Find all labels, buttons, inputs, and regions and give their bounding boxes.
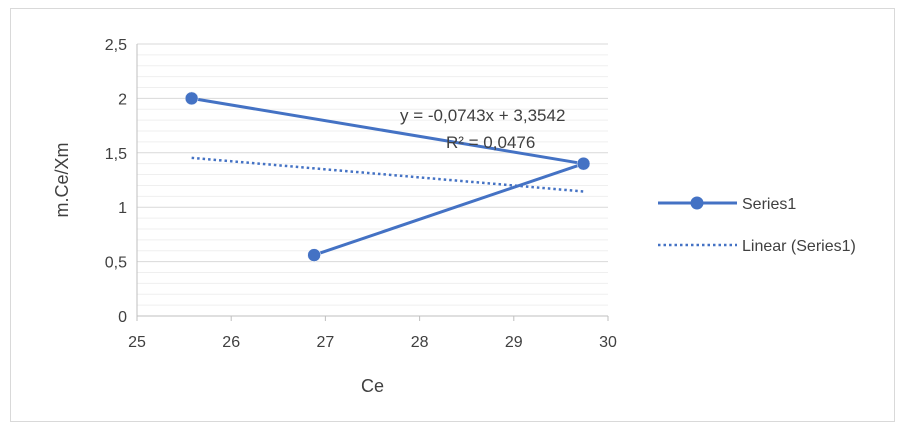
y-axis-title: m.Ce/Xm xyxy=(52,142,72,217)
x-tick-label: 27 xyxy=(317,334,335,351)
series-layer xyxy=(184,91,591,262)
y-tick-label: 1,5 xyxy=(105,146,127,163)
y-tick-label: 2 xyxy=(118,91,127,108)
x-tick-label: 25 xyxy=(128,334,146,351)
trendline-equation: y = -0,0743x + 3,3542 xyxy=(400,106,565,125)
series1-point xyxy=(576,156,591,171)
series1-point xyxy=(184,91,199,106)
legend-series1-label: Series1 xyxy=(742,196,796,213)
trendline-r-squared: R² = 0,0476 xyxy=(446,133,535,152)
legend: Series1 Linear (Series1) xyxy=(658,196,856,255)
y-tick-label: 2,5 xyxy=(105,37,127,54)
series1-point xyxy=(307,248,321,262)
x-tick-label: 26 xyxy=(222,334,240,351)
x-axis-title: Ce xyxy=(361,376,384,396)
y-tick-label: 0,5 xyxy=(105,255,127,272)
y-tick-label: 0 xyxy=(118,309,127,326)
axes: 0 0,5 1 1,5 2 2,5 25 26 27 28 29 30 xyxy=(105,37,617,351)
legend-series1-marker xyxy=(690,196,704,210)
y-tick-label: 1 xyxy=(118,200,127,217)
x-tick-label: 29 xyxy=(505,334,523,351)
x-tick-label: 30 xyxy=(599,334,617,351)
gridlines xyxy=(137,43,608,306)
legend-trendline-label: Linear (Series1) xyxy=(742,238,856,255)
x-tick-label: 28 xyxy=(411,334,429,351)
